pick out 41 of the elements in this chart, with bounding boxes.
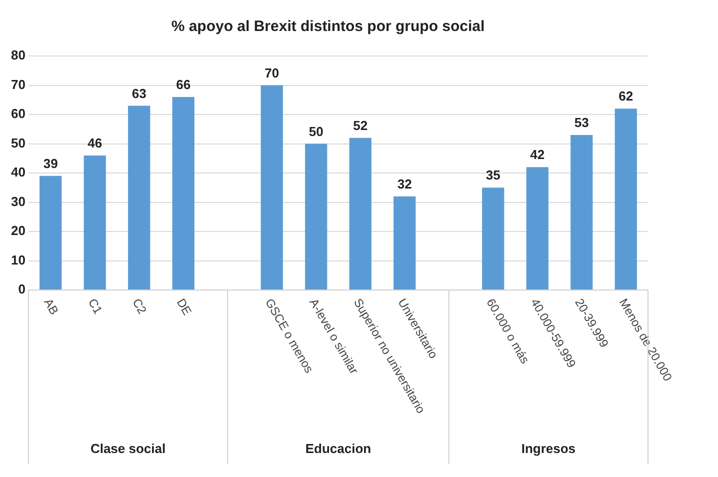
y-tick-label: 60 — [10, 106, 26, 122]
y-tick-label: 70 — [10, 76, 26, 92]
data-label: 50 — [308, 124, 324, 139]
x-tick-label: AB — [41, 296, 62, 318]
bar — [526, 167, 548, 290]
y-tick-label: 40 — [10, 164, 26, 180]
data-label: 66 — [176, 77, 191, 92]
bar — [482, 188, 504, 290]
bar — [349, 138, 372, 290]
x-tick-label: DE — [174, 296, 194, 318]
y-tick-label: 10 — [10, 252, 26, 268]
data-label: 53 — [574, 115, 589, 130]
bar — [260, 85, 283, 290]
text: Ingresos — [521, 441, 576, 456]
y-tick-label: 80 — [10, 48, 26, 63]
data-label: 70 — [264, 65, 280, 80]
data-label: 35 — [486, 168, 500, 183]
bar — [570, 134, 593, 290]
chart-title: % apoyo al Brexit distintos por grupo social — [171, 18, 485, 36]
data-label: 63 — [132, 86, 146, 101]
text: Clase social — [90, 441, 166, 456]
y-tick-label: 30 — [10, 194, 26, 209]
x-tick-label: C1 — [85, 296, 106, 317]
bar — [394, 196, 416, 290]
bar — [172, 96, 194, 290]
y-tick-label: 0 — [18, 282, 26, 297]
bar — [305, 144, 328, 290]
data-label: 52 — [353, 118, 368, 133]
y-tick-label: 20 — [10, 223, 26, 238]
data-label: 32 — [397, 176, 412, 192]
y-tick-label: 50 — [10, 135, 26, 150]
bar — [128, 106, 150, 290]
x-tick-label: C2 — [130, 296, 150, 317]
bar — [614, 108, 637, 290]
text: Educacion — [305, 441, 372, 456]
bar — [84, 155, 106, 290]
data-label: 42 — [530, 147, 545, 162]
data-label: 62 — [618, 88, 634, 104]
data-label: 46 — [88, 136, 102, 151]
data-label: 39 — [43, 156, 58, 172]
bar — [40, 176, 62, 290]
